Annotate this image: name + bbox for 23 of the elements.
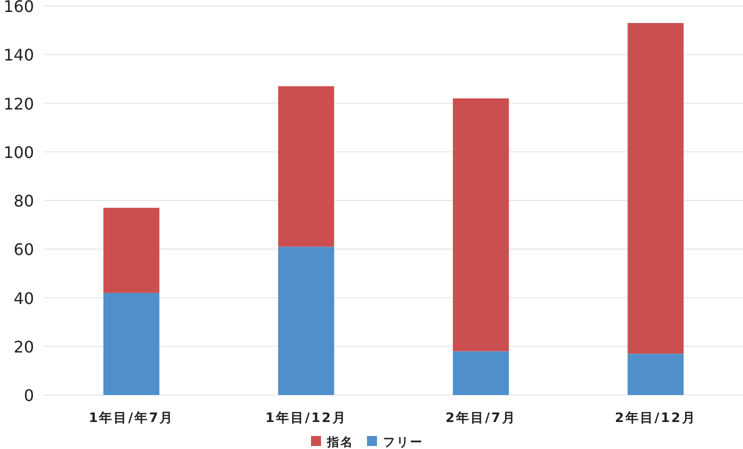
bar [103,208,160,293]
bar [452,98,509,352]
x-tick-label: 1年目/12月 [265,411,347,426]
y-tick-label: 60 [14,240,34,260]
bar [628,23,684,354]
y-tick-label: 20 [14,337,34,356]
x-tick-label: 1年目/年7月 [88,411,174,426]
y-tick-label: 100 [3,142,34,162]
legend-label: フリー [383,435,424,449]
bar [278,246,334,395]
bar [278,86,334,247]
y-tick-label: 140 [3,46,34,65]
bar [103,292,160,395]
x-tick-label: 2年目/12月 [614,411,696,426]
legend-label: 指名 [326,435,354,449]
bar [452,351,509,395]
y-tick-label: 0 [24,386,34,405]
y-tick-label: 80 [14,192,34,210]
y-tick-label: 40 [14,288,34,308]
x-tick-label: 2年目/7月 [445,411,516,426]
bar [628,354,684,395]
y-tick-label: 120 [3,94,34,114]
y-tick-label: 160 [3,0,34,16]
